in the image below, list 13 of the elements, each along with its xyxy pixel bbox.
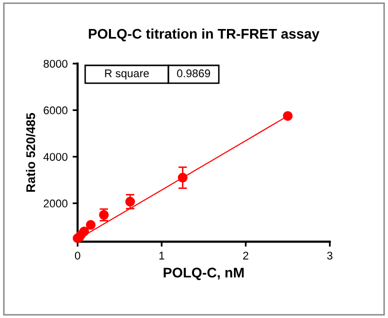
x-tick-label: 2 — [243, 252, 248, 260]
chart-title: POLQ-C titration in TR-FRET assay — [88, 28, 320, 42]
x-axis-title: POLQ-C, nM — [164, 268, 244, 280]
y-tick-label: 4000 — [43, 152, 68, 161]
y-tick-label: 8000 — [44, 60, 68, 68]
y-axis-title: Ratio 520/485 — [26, 113, 36, 192]
x-tick-label: 0 — [74, 252, 80, 260]
y-tick-label: 6000 — [44, 106, 68, 114]
annotation: R square — [105, 70, 149, 80]
y-tick-label: 2000 — [44, 200, 68, 208]
x-tick-label: 1 — [159, 252, 164, 260]
x-tick-label: 3 — [327, 252, 332, 260]
annotation: 0.9869 — [177, 69, 210, 78]
